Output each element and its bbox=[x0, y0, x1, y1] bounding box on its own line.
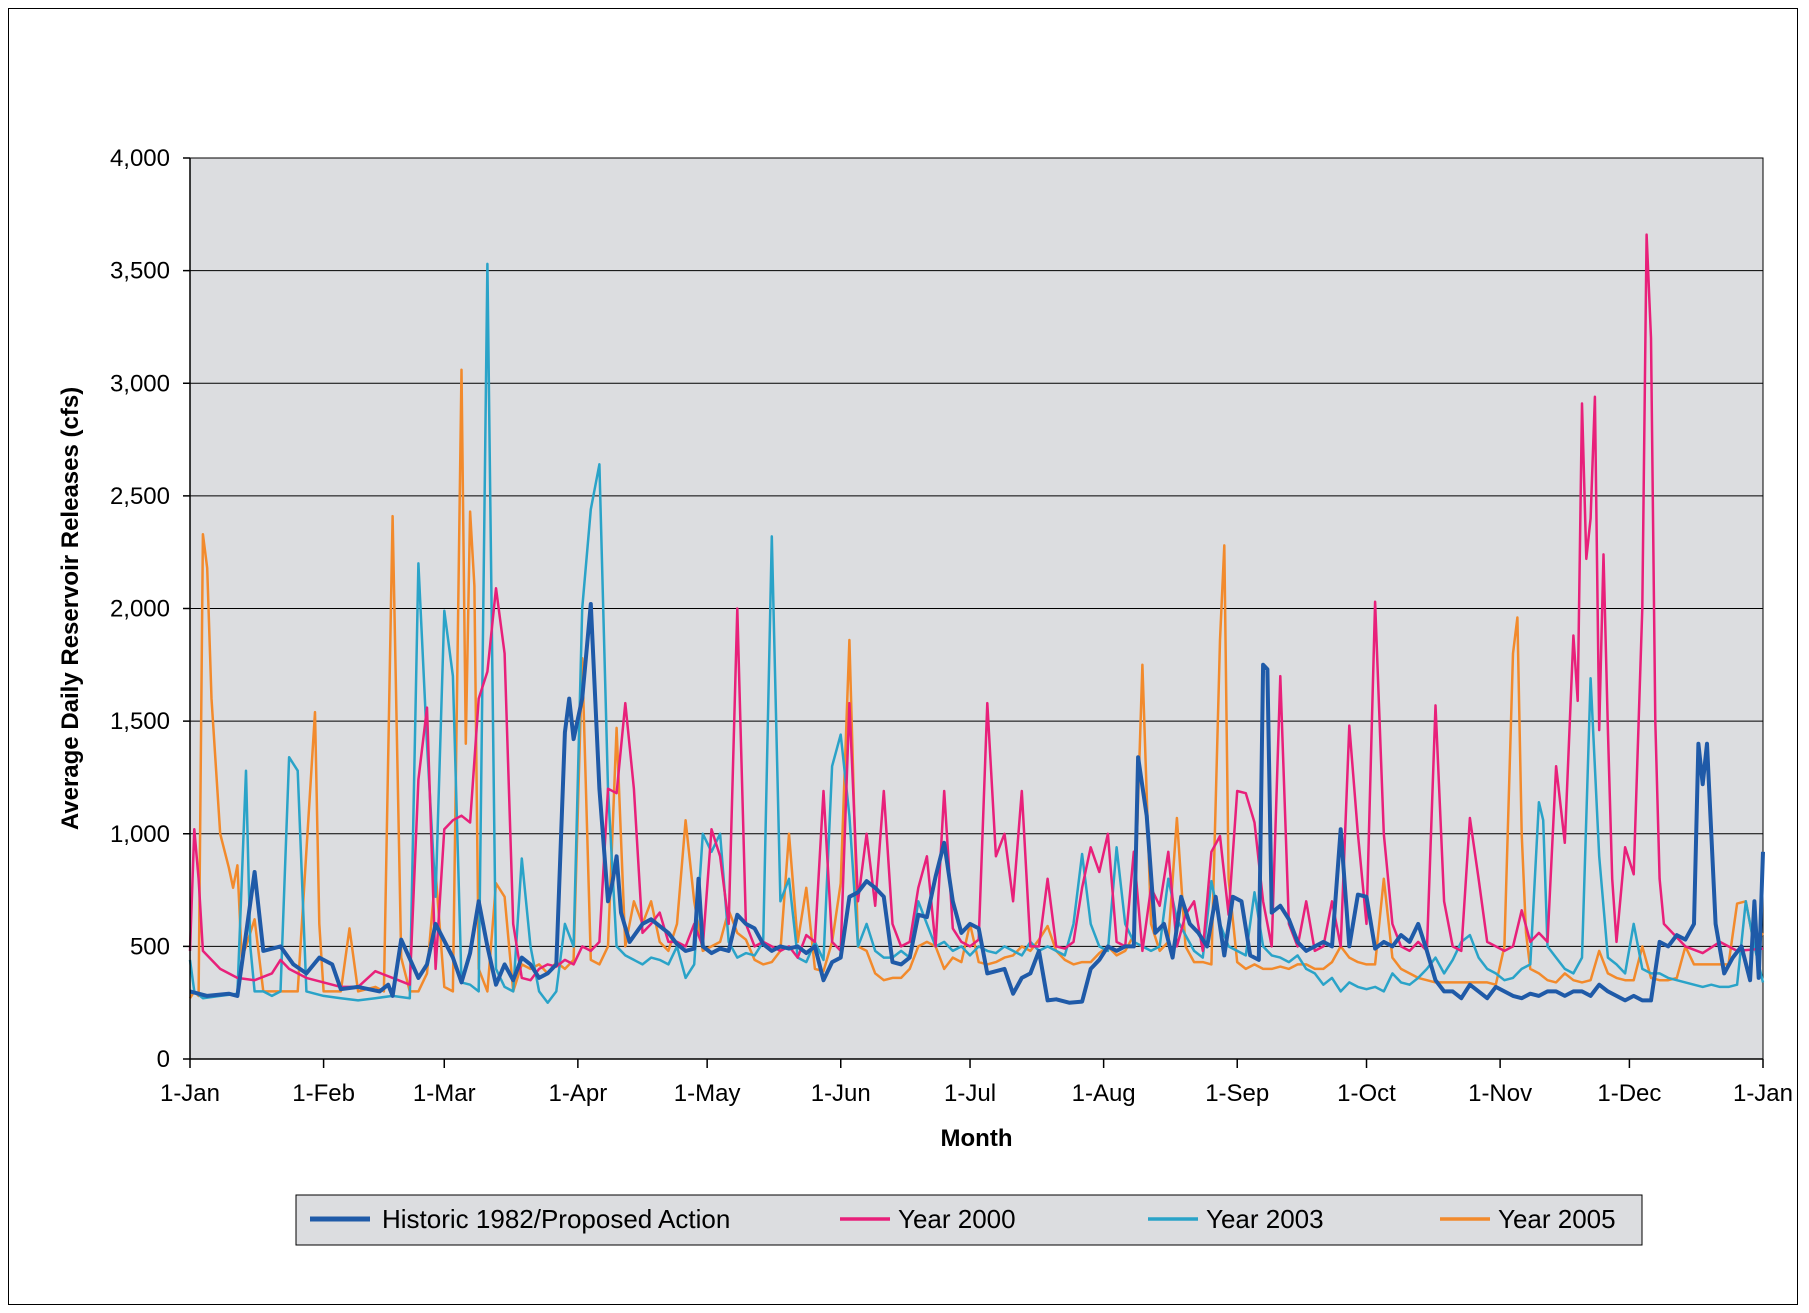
x-tick-label: 1-Jan bbox=[160, 1080, 220, 1107]
y-tick-label: 3,000 bbox=[110, 370, 170, 397]
chart-frame bbox=[8, 8, 1798, 1305]
axes bbox=[183, 157, 1764, 1068]
series-line-2 bbox=[188, 233, 1764, 989]
x-tick-label: 1-Nov bbox=[1468, 1080, 1532, 1107]
y-tick-label: 0 bbox=[157, 1046, 170, 1073]
x-tick-label: 1-May bbox=[674, 1080, 741, 1107]
x-tick-label: 1-Aug bbox=[1072, 1080, 1136, 1107]
y-tick-label: 4,000 bbox=[110, 145, 170, 172]
y-tick-label: 3,500 bbox=[110, 258, 170, 285]
y-tick-labels: 0 500 1,000 1,500 2,000 2,500 3,000 3,500 4,000 bbox=[110, 145, 170, 1073]
y-tick-label: 2,000 bbox=[110, 596, 170, 623]
series-line-1 bbox=[189, 602, 1765, 1005]
x-tick-label: 1-Mar bbox=[413, 1080, 476, 1107]
legend-box bbox=[295, 1194, 1643, 1246]
y-tick-label: 500 bbox=[130, 933, 170, 960]
x-tick-label: 1-Jan bbox=[1733, 1080, 1793, 1107]
y-tick-label: 1,500 bbox=[110, 708, 170, 735]
x-axis-title: Month bbox=[941, 1125, 1013, 1152]
gridlines bbox=[190, 157, 1763, 947]
x-tick-label: 1-Oct bbox=[1337, 1080, 1396, 1107]
legend: Historic 1982/Proposed Action Year 2000 Ye… bbox=[295, 1194, 1643, 1246]
x-tick-label: 1-Jul bbox=[944, 1080, 996, 1107]
x-tick-label: 1-Apr bbox=[549, 1080, 608, 1107]
y-tick-label: 1,000 bbox=[110, 821, 170, 848]
y-axis-title: Average Daily Reservoir Releases (cfs) bbox=[57, 387, 84, 830]
legend-label: Year 2005 bbox=[1498, 1204, 1616, 1234]
x-tick-label: 1-Jun bbox=[811, 1080, 871, 1107]
y-tick-label: 2,500 bbox=[110, 483, 170, 510]
x-tick-label: 1-Sep bbox=[1205, 1080, 1269, 1107]
legend-label: Year 2000 bbox=[898, 1204, 1016, 1234]
series-layer bbox=[188, 233, 1765, 1005]
legend-label: Historic 1982/Proposed Action bbox=[382, 1204, 730, 1234]
legend-label: Year 2003 bbox=[1206, 1204, 1324, 1234]
x-tick-label: 1-Feb bbox=[292, 1080, 355, 1107]
x-tick-labels: 1-Jan 1-Feb 1-Mar 1-Apr 1-May 1-Jun 1-Jul 1-Aug… bbox=[160, 1080, 1793, 1107]
x-tick-label: 1-Dec bbox=[1597, 1080, 1661, 1107]
